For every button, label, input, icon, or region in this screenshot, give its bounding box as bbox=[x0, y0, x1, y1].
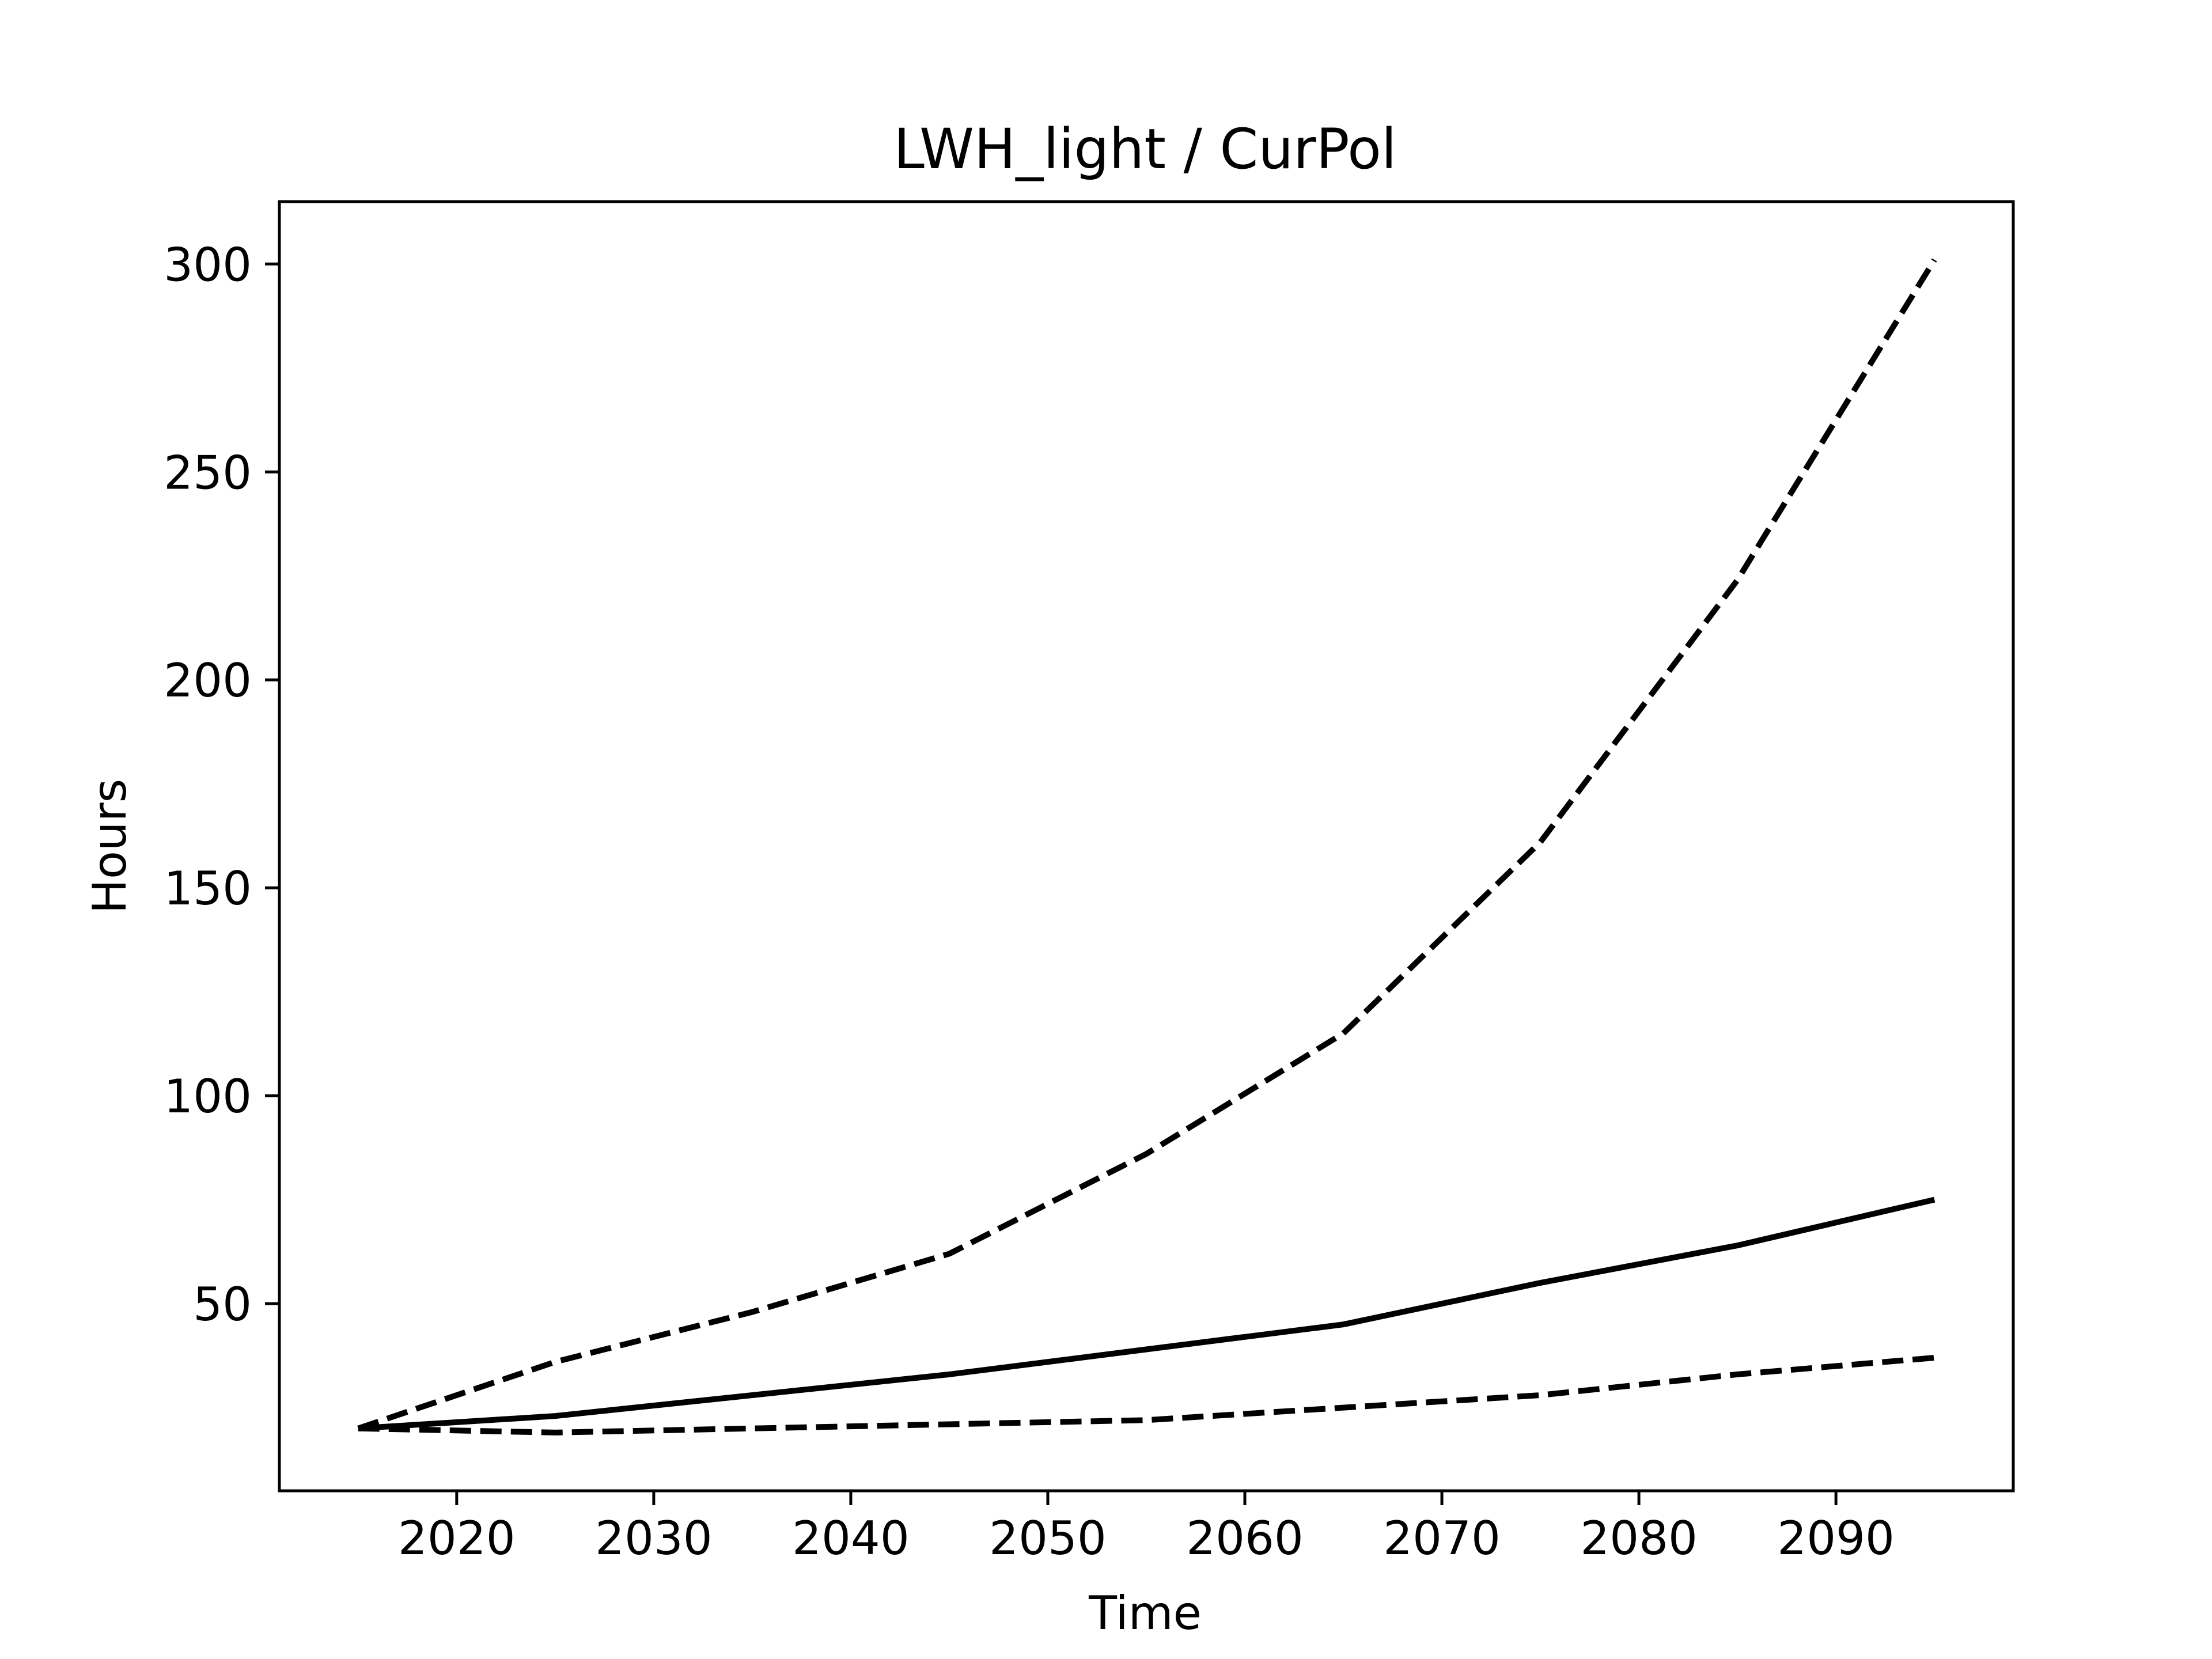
x-tick-label: 2070 bbox=[1383, 1512, 1501, 1565]
y-tick-label: 100 bbox=[164, 1070, 252, 1123]
series-layer bbox=[357, 258, 1937, 1435]
x-tick-label: 2050 bbox=[989, 1512, 1107, 1565]
x-tick-label: 2020 bbox=[398, 1512, 516, 1565]
x-tick-label: 2060 bbox=[1186, 1512, 1304, 1565]
plot-frame bbox=[278, 200, 2015, 1493]
x-tick-label: 2080 bbox=[1580, 1512, 1698, 1565]
x-tick-label: 2030 bbox=[595, 1512, 713, 1565]
y-axis-label: Hours bbox=[83, 779, 137, 914]
x-tick-label: 2040 bbox=[792, 1512, 910, 1565]
series-line-3 bbox=[358, 1355, 1935, 1435]
x-tick-label: 2090 bbox=[1777, 1512, 1895, 1565]
x-axis: 2020 2030 2040 2050 2060 2070 2080 2090 bbox=[398, 1491, 1895, 1565]
y-tick-label: 300 bbox=[164, 238, 252, 291]
x-axis-label: Time bbox=[1088, 1586, 1202, 1640]
y-axis: 50 100 150 200 250 300 bbox=[164, 238, 279, 1331]
y-tick-label: 150 bbox=[164, 862, 252, 915]
y-tick-label: 250 bbox=[164, 446, 252, 499]
series-line-2 bbox=[358, 1196, 1936, 1431]
y-tick-label: 200 bbox=[164, 654, 252, 707]
series-line-1 bbox=[357, 258, 1937, 1431]
y-tick-label: 50 bbox=[193, 1278, 252, 1331]
chart-title: LWH_light / CurPol bbox=[893, 117, 1396, 181]
